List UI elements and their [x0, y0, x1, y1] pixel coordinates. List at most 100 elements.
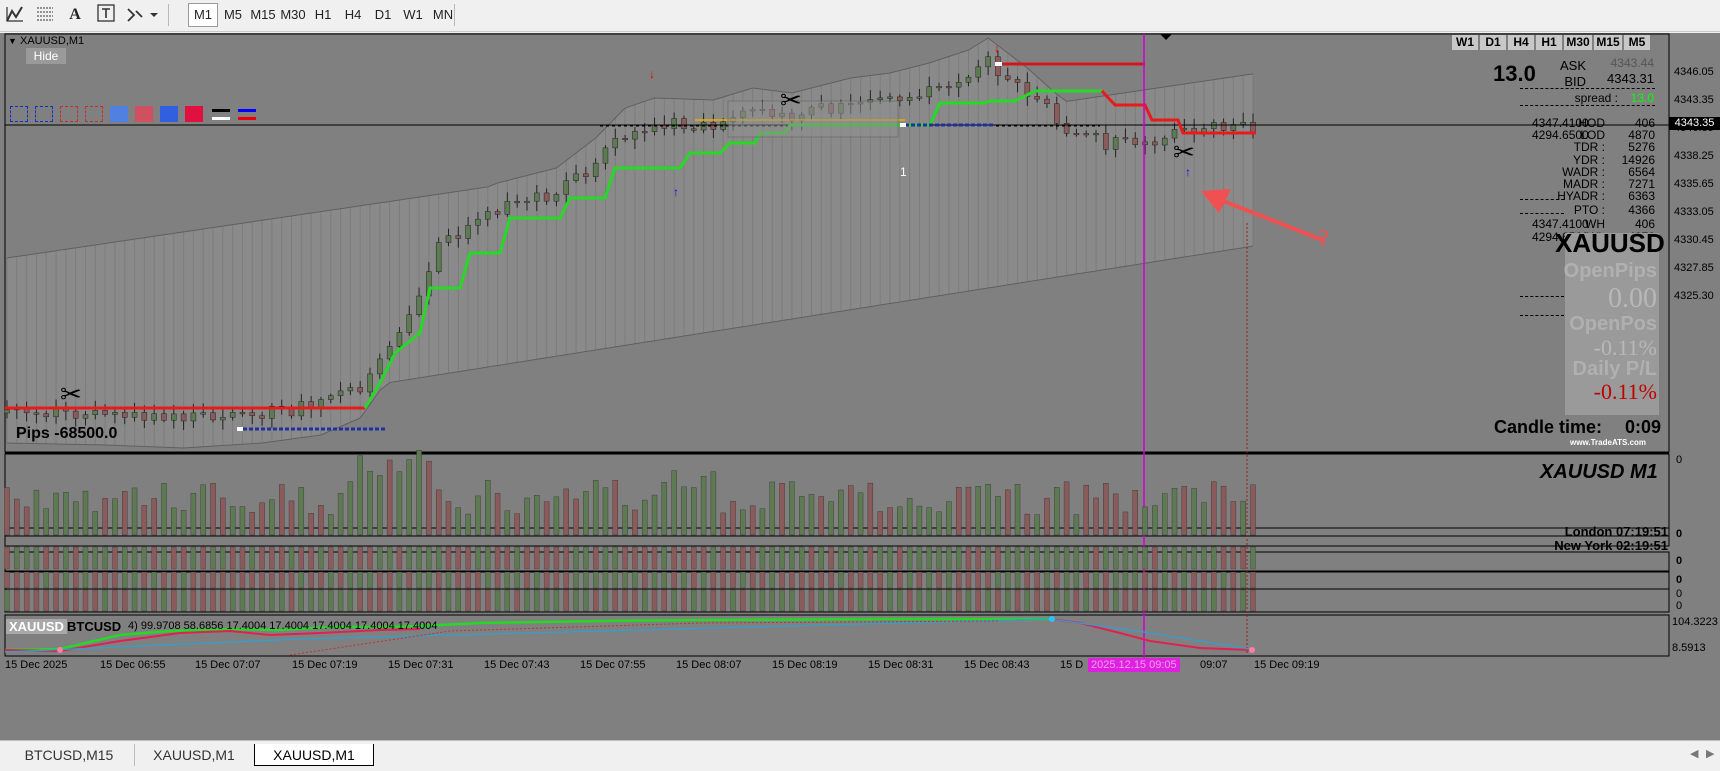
- candle-body: [553, 194, 560, 202]
- right-tf-button-m15[interactable]: M15: [1594, 35, 1622, 50]
- mini-bar: [553, 589, 560, 612]
- right-tf-button-h1[interactable]: H1: [1536, 35, 1562, 50]
- mini-bar: [1093, 546, 1099, 570]
- arrows-dropdown-icon[interactable]: [124, 3, 160, 27]
- mini-bar: [377, 571, 383, 589]
- candle-body: [121, 412, 128, 418]
- mini-bar: [190, 571, 197, 589]
- right-tf-button-d1[interactable]: D1: [1480, 35, 1506, 50]
- timeframe-button-h1[interactable]: H1: [314, 7, 332, 22]
- stat-value: 406: [1634, 116, 1655, 130]
- hide-button[interactable]: Hide: [26, 48, 66, 64]
- stat-value: 5276: [1628, 140, 1655, 154]
- chart-tab[interactable]: XAUUSD,M1: [254, 744, 374, 766]
- color-swatch[interactable]: [35, 106, 53, 122]
- candle-body: [239, 412, 246, 415]
- color-swatch[interactable]: [60, 106, 78, 122]
- right-tf-button-m5[interactable]: M5: [1624, 35, 1650, 50]
- line-style-swatch[interactable]: [212, 108, 230, 122]
- volume-bar: [671, 470, 677, 536]
- timeframe-button-h4[interactable]: H4: [344, 7, 362, 22]
- mini-bar: [102, 546, 108, 570]
- mini-bar: [131, 546, 138, 570]
- timeframe-button-w1[interactable]: W1: [403, 7, 423, 22]
- mini-bar: [602, 571, 609, 589]
- mini-bar: [151, 571, 157, 589]
- text-label-icon[interactable]: [94, 3, 118, 27]
- color-swatch[interactable]: [110, 106, 128, 122]
- right-tf-button-w1[interactable]: W1: [1452, 35, 1478, 50]
- candle-body: [1004, 75, 1011, 80]
- candle-body: [514, 201, 520, 204]
- mini-bar: [681, 546, 687, 570]
- mini-bar: [200, 546, 206, 570]
- period-separator-icon[interactable]: [2, 3, 28, 27]
- candle-body: [494, 211, 501, 215]
- timeframe-button-m30[interactable]: M30: [280, 7, 306, 22]
- mini-bar: [220, 546, 226, 570]
- marker-square: [995, 62, 1002, 66]
- color-swatch[interactable]: [85, 106, 103, 122]
- chart-tab[interactable]: XAUUSD,M1: [134, 744, 255, 766]
- volume-axis-label: 0: [1676, 454, 1683, 466]
- mini-bar: [1005, 546, 1011, 570]
- mini-bar: [612, 589, 618, 612]
- chart-tab[interactable]: BTCUSD,M15: [4, 744, 135, 766]
- candle-body: [887, 96, 893, 99]
- price-chart[interactable]: [0, 33, 1720, 740]
- right-tf-button-m30[interactable]: M30: [1564, 35, 1592, 50]
- current-price-label: 4343.35: [1669, 117, 1720, 130]
- mini-bar: [445, 546, 452, 570]
- volume-bar: [1201, 502, 1207, 536]
- timeframe-button-m1[interactable]: M1: [188, 3, 218, 27]
- mini-bar: [514, 571, 520, 589]
- volume-bar: [1250, 484, 1256, 536]
- marker-square: [237, 427, 243, 431]
- stat-extra: 4347.4100: [1532, 217, 1589, 231]
- candle-body: [534, 192, 540, 202]
- color-swatch[interactable]: [135, 106, 153, 122]
- mini-bar: [1162, 589, 1168, 612]
- text-tool-button[interactable]: A: [69, 6, 81, 23]
- mini-bar: [416, 571, 422, 589]
- timeframe-button-m5[interactable]: M5: [223, 7, 243, 22]
- mini-bar: [485, 589, 491, 612]
- volume-bar: [661, 482, 668, 536]
- volume-bar: [1211, 481, 1217, 536]
- color-swatch[interactable]: [10, 106, 28, 122]
- mini-bar: [308, 546, 314, 570]
- price-axis-label: 4335.65: [1674, 178, 1714, 190]
- mini-bar: [210, 571, 216, 589]
- mini-bar: [1171, 571, 1178, 589]
- volume-bar: [229, 506, 236, 536]
- candle-body: [445, 235, 452, 243]
- envelope-fill: [7, 38, 1253, 448]
- mini-bar: [112, 589, 118, 612]
- timeframe-button-m15[interactable]: M15: [250, 7, 276, 22]
- color-swatch[interactable]: [160, 106, 178, 122]
- candle-body: [386, 346, 393, 360]
- right-tf-button-h4[interactable]: H4: [1508, 35, 1534, 50]
- time-axis-label: 15 Dec 08:31: [868, 659, 934, 671]
- volume-bar: [798, 496, 805, 536]
- mini-bar: [985, 571, 991, 589]
- mini-bar: [1044, 571, 1050, 589]
- candle-body: [936, 86, 942, 89]
- candle-body: [259, 415, 265, 419]
- volume-bar: [995, 496, 1001, 536]
- mini-bar: [671, 546, 677, 570]
- timeframe-button-mn[interactable]: MN: [432, 7, 454, 22]
- stat-value: 4366: [1628, 203, 1655, 217]
- fibonacci-icon[interactable]: [32, 3, 58, 27]
- daily-pl-label: Daily P/L: [1572, 358, 1657, 380]
- mini-bar: [916, 571, 923, 589]
- candle-body: [92, 410, 99, 415]
- mini-bar: [406, 571, 412, 589]
- tab-scroll-right-icon[interactable]: ▶: [1706, 748, 1715, 760]
- timeframe-button-d1[interactable]: D1: [374, 7, 392, 22]
- volume-bar: [23, 506, 30, 536]
- candle-body: [1014, 79, 1021, 83]
- line-style-swatch[interactable]: [238, 108, 256, 122]
- tab-scroll-left-icon[interactable]: ◀: [1690, 748, 1699, 760]
- color-swatch[interactable]: [185, 106, 203, 122]
